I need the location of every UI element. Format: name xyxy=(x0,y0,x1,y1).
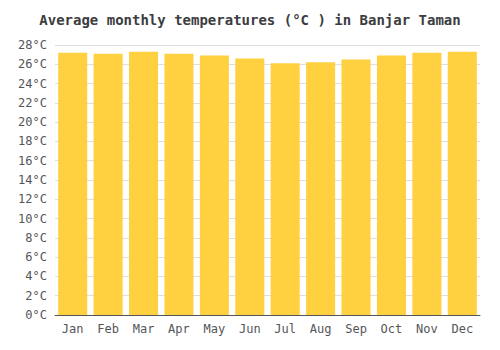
svg-text:Sep: Sep xyxy=(345,322,367,336)
svg-text:2°C: 2°C xyxy=(25,289,47,303)
svg-text:20°C: 20°C xyxy=(18,115,47,129)
svg-text:Mar: Mar xyxy=(133,322,155,336)
svg-text:28°C: 28°C xyxy=(18,38,47,52)
svg-text:6°C: 6°C xyxy=(25,250,47,264)
svg-text:14°C: 14°C xyxy=(18,173,47,187)
svg-text:12°C: 12°C xyxy=(18,192,47,206)
svg-text:Nov: Nov xyxy=(416,322,438,336)
svg-text:8°C: 8°C xyxy=(25,231,47,245)
svg-text:26°C: 26°C xyxy=(18,57,47,71)
svg-text:Feb: Feb xyxy=(97,322,119,336)
svg-text:16°C: 16°C xyxy=(18,154,47,168)
svg-text:Dec: Dec xyxy=(451,322,473,336)
svg-text:24°C: 24°C xyxy=(18,77,47,91)
svg-text:Jul: Jul xyxy=(274,322,296,336)
svg-text:4°C: 4°C xyxy=(25,269,47,283)
svg-text:May: May xyxy=(204,322,226,336)
svg-text:22°C: 22°C xyxy=(18,96,47,110)
svg-text:Oct: Oct xyxy=(381,322,403,336)
svg-text:Apr: Apr xyxy=(168,322,190,336)
svg-text:10°C: 10°C xyxy=(18,212,47,226)
svg-text:0°C: 0°C xyxy=(25,308,47,322)
svg-text:Average monthly temperatures (: Average monthly temperatures (°C ) in Ba… xyxy=(39,12,460,28)
svg-text:18°C: 18°C xyxy=(18,134,47,148)
svg-text:Aug: Aug xyxy=(310,322,332,336)
svg-text:Jan: Jan xyxy=(62,322,84,336)
svg-text:Jun: Jun xyxy=(239,322,261,336)
